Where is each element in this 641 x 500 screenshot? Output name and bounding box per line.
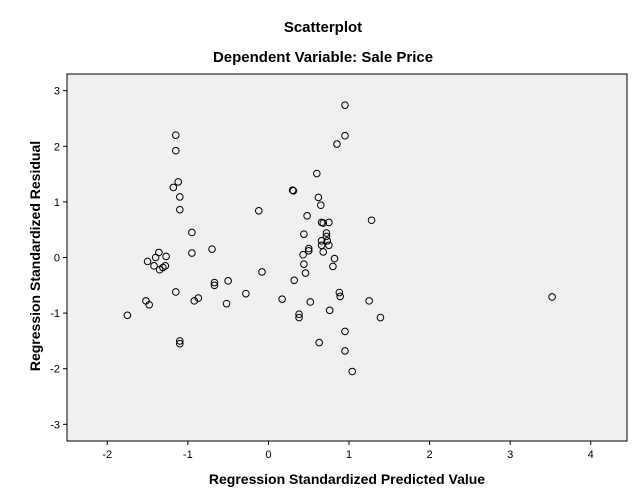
data-point [290, 276, 299, 285]
x-axis-title: Regression Standardized Predicted Value [209, 471, 485, 487]
data-point [306, 298, 315, 306]
data-point [341, 327, 349, 336]
x-axis: -2 -1 0 1 2 3 4 [102, 441, 594, 461]
data-point [295, 310, 303, 319]
data-point [317, 237, 326, 245]
data-point [341, 131, 349, 140]
data-point [145, 300, 153, 309]
y-axis-title: Regression Standardized Residual [27, 141, 43, 371]
y-tick-label: 2 [54, 141, 60, 153]
data-point [325, 306, 334, 315]
data-point [335, 288, 344, 297]
x-tick-label: -1 [183, 449, 193, 461]
data-point [367, 216, 376, 225]
data-point [169, 183, 178, 192]
data-point [304, 247, 313, 255]
data-points [123, 101, 556, 376]
data-point [325, 218, 333, 227]
y-tick-label: 0 [54, 253, 60, 265]
data-point [222, 299, 231, 308]
data-point [278, 295, 286, 304]
data-point [289, 186, 298, 195]
x-tick-label: 3 [507, 449, 513, 461]
data-point [150, 262, 158, 270]
data-point [242, 289, 250, 298]
data-point [210, 281, 219, 290]
data-point [317, 201, 325, 210]
data-point [174, 178, 182, 186]
data-point [254, 206, 263, 215]
data-point [208, 245, 216, 253]
chart-title: Scatterplot [284, 19, 362, 36]
data-point [224, 277, 232, 285]
data-point [162, 252, 170, 261]
data-point [171, 131, 180, 139]
data-point [176, 339, 184, 348]
data-point [312, 169, 321, 178]
data-point [301, 269, 310, 277]
data-point [188, 228, 196, 237]
data-point [303, 211, 311, 220]
data-point [348, 367, 357, 376]
data-point [336, 292, 344, 301]
data-point [258, 268, 266, 276]
data-point [299, 250, 307, 259]
data-point [159, 263, 167, 272]
data-point [171, 146, 180, 155]
data-point [171, 288, 180, 296]
data-point [315, 338, 324, 347]
data-point [341, 101, 349, 109]
data-point [161, 262, 170, 270]
y-tick-label: 3 [54, 86, 60, 98]
data-point [376, 313, 385, 322]
y-axis: 3 2 1 0 -1 -2 -3 [50, 86, 67, 431]
data-point [176, 193, 184, 201]
x-tick-label: 0 [265, 449, 271, 461]
data-point [341, 347, 349, 355]
data-point [333, 140, 341, 148]
y-tick-label: -2 [50, 364, 60, 376]
data-point [188, 249, 196, 257]
data-point [548, 293, 556, 301]
x-tick-label: -2 [102, 449, 112, 461]
data-point [176, 205, 184, 214]
data-point [295, 313, 303, 322]
y-tick-label: -1 [50, 308, 60, 320]
data-point [329, 262, 337, 271]
data-point [319, 248, 328, 256]
data-point [319, 219, 328, 227]
data-point [194, 294, 203, 302]
data-point [322, 229, 331, 237]
y-tick-label: -3 [50, 419, 60, 431]
data-point [300, 260, 308, 268]
chart-subtitle: Dependent Variable: Sale Price [213, 49, 433, 66]
data-point [304, 244, 313, 253]
data-point [325, 241, 333, 250]
data-point [155, 248, 163, 257]
x-tick-label: 2 [427, 449, 433, 461]
data-point [123, 311, 132, 320]
data-point [176, 337, 184, 345]
data-point [300, 230, 308, 238]
data-point [365, 297, 373, 305]
data-point [323, 237, 332, 245]
data-point [314, 193, 323, 202]
x-tick-label: 1 [346, 449, 352, 461]
y-tick-label: 1 [54, 197, 60, 209]
data-point [322, 232, 331, 241]
data-point [143, 257, 152, 266]
x-tick-label: 4 [588, 449, 594, 461]
plot-area [66, 73, 628, 442]
data-point [210, 278, 219, 287]
data-point [330, 254, 339, 263]
